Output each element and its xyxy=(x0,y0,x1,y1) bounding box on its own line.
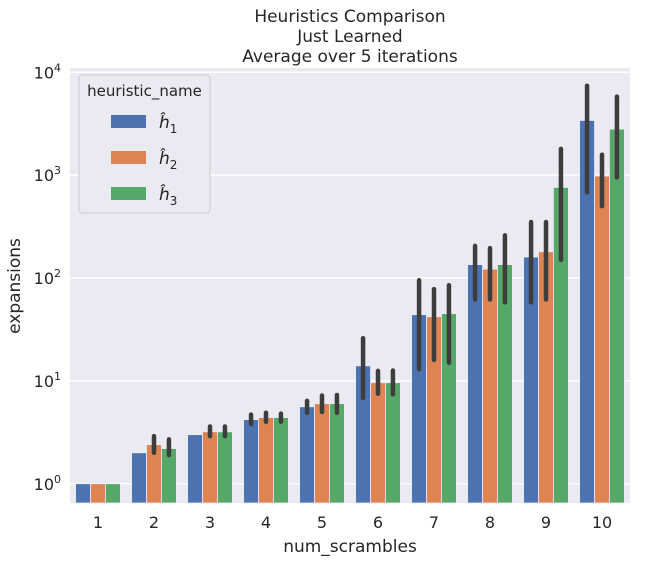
y-tick-label: 102 xyxy=(34,267,61,288)
x-tick-label: 7 xyxy=(429,513,439,532)
bar xyxy=(314,403,330,504)
legend-swatch xyxy=(111,187,146,200)
legend-swatch xyxy=(111,151,146,164)
bar xyxy=(385,382,401,504)
bar xyxy=(105,483,121,504)
x-tick-label: 1 xyxy=(93,513,103,532)
bar xyxy=(131,452,147,504)
legend-swatch xyxy=(111,115,146,128)
x-tick-label: 4 xyxy=(261,513,271,532)
y-tick-label: 101 xyxy=(34,370,61,391)
x-tick-label: 3 xyxy=(205,513,215,532)
x-tick-label: 2 xyxy=(149,513,159,532)
chart-title-line-3: Average over 5 iterations xyxy=(242,47,458,67)
legend-label: ĥ2 xyxy=(159,147,177,172)
bar xyxy=(482,268,498,504)
x-tick-label: 5 xyxy=(317,513,327,532)
bar xyxy=(243,419,259,504)
bar xyxy=(329,403,345,504)
x-tick-label: 8 xyxy=(485,513,495,532)
bar xyxy=(90,483,106,504)
bar xyxy=(273,417,289,504)
bar xyxy=(609,128,625,504)
bar xyxy=(299,406,315,504)
y-tick-label: 100 xyxy=(34,473,61,494)
chart-title-line-1: Heuristics Comparison xyxy=(254,7,445,27)
x-tick-label: 10 xyxy=(592,513,612,532)
bar xyxy=(217,431,233,504)
chart-title-line-2: Just Learned xyxy=(296,27,402,47)
bar xyxy=(187,434,203,504)
legend-title: heuristic_name xyxy=(87,82,202,101)
legend: heuristic_name ĥ1 ĥ2 ĥ3 xyxy=(78,74,211,214)
x-axis: 1 2 3 4 5 6 7 8 9 10 xyxy=(93,513,612,532)
error-bars xyxy=(151,83,620,458)
x-tick-label: 9 xyxy=(541,513,551,532)
legend-box xyxy=(78,74,211,214)
y-axis: 100 101 102 103 104 xyxy=(34,61,61,493)
bar xyxy=(75,483,91,504)
bar xyxy=(202,431,218,504)
legend-label: ĥ3 xyxy=(159,183,177,208)
bar xyxy=(594,175,610,504)
legend-label: ĥ1 xyxy=(159,111,177,136)
bar xyxy=(258,417,274,504)
bars xyxy=(75,120,625,504)
y-tick-label: 103 xyxy=(34,164,61,185)
x-axis-label: num_scrambles xyxy=(283,537,417,557)
y-tick-label: 104 xyxy=(34,61,61,82)
y-axis-label: expansions xyxy=(5,238,25,334)
bar xyxy=(370,382,386,504)
x-tick-label: 6 xyxy=(373,513,383,532)
